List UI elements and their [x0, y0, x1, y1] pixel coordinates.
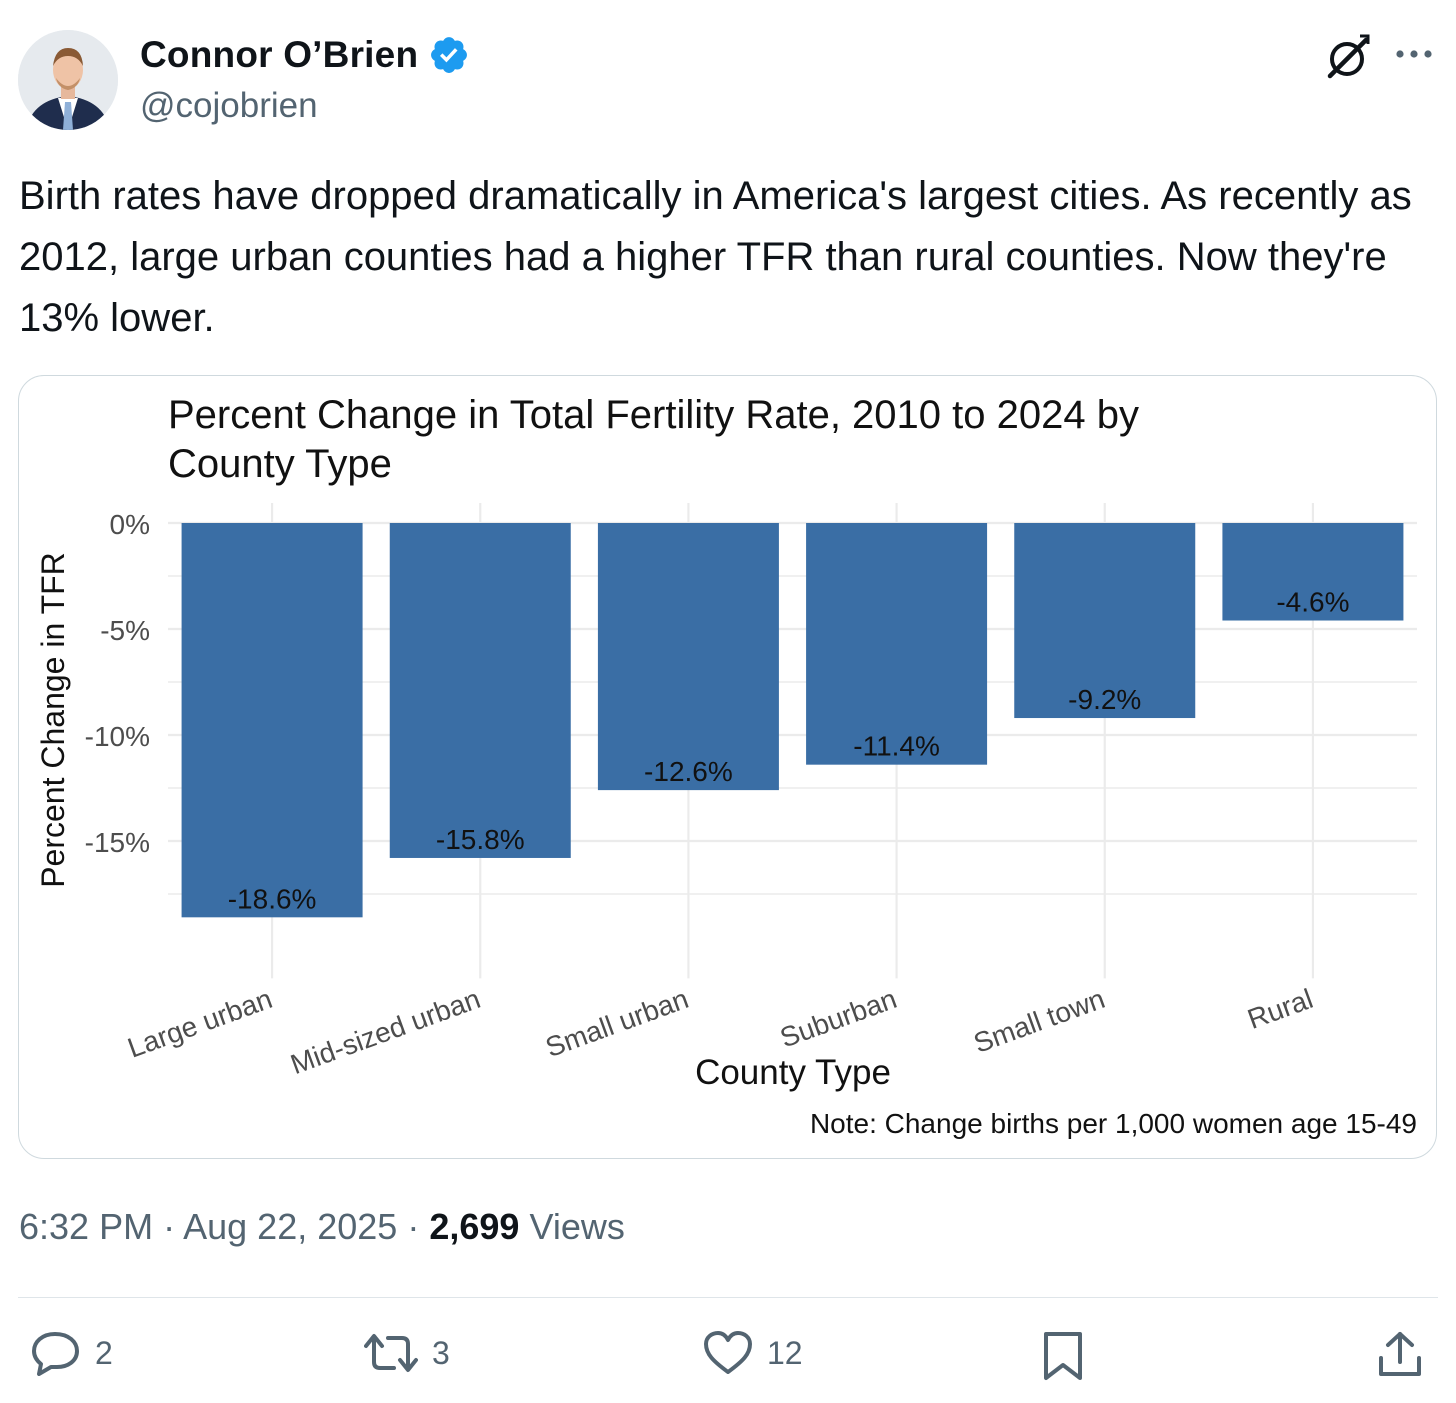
- bar-value-label: -18.6%: [228, 883, 317, 914]
- bar-value-label: -9.2%: [1068, 684, 1141, 715]
- bar: [597, 523, 779, 791]
- chart-y-axis-label: Percent Change in TFR: [35, 552, 71, 888]
- retweet-count: 3: [432, 1334, 450, 1371]
- chart-gridlines: [168, 503, 1417, 979]
- retweet-icon: [364, 1334, 418, 1372]
- x-tick-label: Mid-sized urban: [287, 983, 485, 1080]
- x-tick-label: Rural: [1243, 983, 1316, 1035]
- like-count: 12: [767, 1334, 803, 1371]
- x-tick-label: Large urban: [124, 983, 277, 1064]
- chart-title-line-1: Percent Change in Total Fertility Rate, …: [168, 393, 1139, 437]
- grok-icon[interactable]: [1322, 32, 1372, 82]
- y-tick-label: -5%: [100, 615, 150, 646]
- bar-chart: Percent Change in Total Fertility Rate, …: [35, 393, 1417, 1139]
- bar: [389, 523, 571, 858]
- x-tick-label: Suburban: [776, 983, 901, 1054]
- tweet-media-chart[interactable]: Percent Change in Total Fertility Rate, …: [18, 375, 1437, 1159]
- meta-separator: ·: [407, 1206, 420, 1247]
- chart-y-ticks: 0% -5% -10% -15%: [85, 509, 150, 858]
- tweet-text: Birth rates have dropped dramatically in…: [19, 174, 1412, 340]
- retweet-button[interactable]: 3: [364, 1330, 450, 1376]
- chart-data-labels: -18.6% -15.8% -12.6% -11.4% -9.2% -4.6%: [228, 587, 1350, 915]
- bar-value-label: -12.6%: [644, 756, 733, 787]
- avatar-image: [18, 30, 118, 130]
- views-label: Views: [529, 1206, 625, 1247]
- share-icon: [1379, 1332, 1421, 1376]
- tweet-date[interactable]: Aug 22, 2025: [183, 1206, 398, 1247]
- reply-icon: [32, 1332, 79, 1376]
- bar: [1014, 523, 1196, 719]
- like-button[interactable]: 12: [703, 1330, 803, 1376]
- share-button[interactable]: [1376, 1330, 1424, 1380]
- bookmark-icon: [1044, 1332, 1082, 1380]
- y-tick-label: -15%: [85, 827, 150, 858]
- bar-value-label: -11.4%: [853, 731, 940, 762]
- author-name[interactable]: Connor O’Brien: [140, 34, 419, 75]
- bookmark-button[interactable]: [1040, 1330, 1086, 1382]
- tweet-meta: 6:32 PM · Aug 22, 2025 · 2,699 Views: [19, 1206, 625, 1248]
- bar: [1222, 523, 1404, 621]
- bar-value-label: -15.8%: [436, 824, 525, 855]
- like-icon: [704, 1331, 752, 1374]
- x-tick-label: Small urban: [541, 983, 692, 1063]
- chart-note: Note: Change births per 1,000 women age …: [810, 1108, 1417, 1139]
- tweet-time[interactable]: 6:32 PM: [19, 1206, 154, 1247]
- x-tick-label: Small town: [970, 983, 1109, 1059]
- reply-count: 2: [95, 1334, 113, 1371]
- divider: [18, 1297, 1438, 1298]
- meta-separator: ·: [163, 1206, 176, 1247]
- avatar[interactable]: [18, 30, 118, 130]
- bar: [181, 523, 363, 918]
- y-tick-label: -10%: [85, 721, 150, 752]
- chart-bars: [181, 523, 1404, 918]
- bar-value-label: -4.6%: [1276, 587, 1349, 618]
- author-handle[interactable]: @cojobrien: [140, 86, 318, 125]
- chart-x-axis-label: County Type: [695, 1053, 891, 1092]
- views-count: 2,699: [429, 1206, 520, 1247]
- y-tick-label: 0%: [110, 509, 150, 540]
- reply-button[interactable]: 2: [31, 1330, 113, 1376]
- verified-badge-icon[interactable]: [428, 34, 470, 76]
- more-icon[interactable]: [1390, 36, 1438, 76]
- bar: [806, 523, 988, 765]
- chart-title-line-2: County Type: [168, 442, 392, 486]
- author-name-row: Connor O’Brien: [140, 34, 470, 76]
